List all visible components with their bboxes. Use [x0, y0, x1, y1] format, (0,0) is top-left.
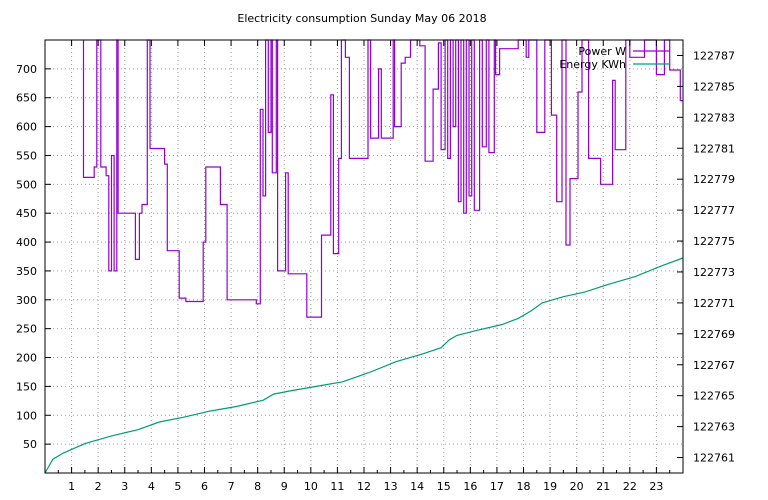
y2-tick-label: 122769 [693, 328, 735, 341]
y2-tick-label: 122787 [693, 49, 735, 62]
x-tick-label: 13 [384, 480, 398, 493]
y-tick-label: 300 [16, 294, 37, 307]
series-layer [44, 39, 684, 474]
x-tick-label: 23 [649, 480, 663, 493]
y-tick-label: 650 [16, 92, 37, 105]
legend-label-power: Power W [578, 45, 626, 58]
x-tick-label: 4 [148, 480, 155, 493]
x-tick-label: 7 [228, 480, 235, 493]
x-tick-label: 6 [201, 480, 208, 493]
x-tick-label: 22 [623, 480, 637, 493]
y2-tick-label: 122775 [693, 235, 735, 248]
y2-tick-label: 122783 [693, 111, 735, 124]
x-tick-label: 15 [437, 480, 451, 493]
x-tick-label: 2 [95, 480, 102, 493]
y2-tick-label: 122763 [693, 421, 735, 434]
x-tick-label: 8 [254, 480, 261, 493]
x-tick-label: 5 [174, 480, 181, 493]
y-tick-label: 200 [16, 352, 37, 365]
x-tick-label: 10 [304, 480, 318, 493]
y2-tick-label: 122767 [693, 359, 735, 372]
x-tick-label: 11 [330, 480, 344, 493]
y2-tick-label: 122781 [693, 142, 735, 155]
y-tick-label: 100 [16, 409, 37, 422]
chart-title: Electricity consumption Sunday May 06 20… [237, 12, 486, 25]
y-tick-label: 700 [16, 63, 37, 76]
y2-tick-label: 122765 [693, 390, 735, 403]
y-tick-label: 450 [16, 207, 37, 220]
x-tick-label: 19 [543, 480, 557, 493]
y2-tick-label: 122785 [693, 80, 735, 93]
y-tick-label: 500 [16, 178, 37, 191]
y2-tick-label: 122777 [693, 204, 735, 217]
x-tick-label: 21 [596, 480, 610, 493]
y-tick-label: 400 [16, 236, 37, 249]
y-tick-label: 150 [16, 380, 37, 393]
power-series-line [82, 39, 683, 318]
x-tick-label: 17 [490, 480, 504, 493]
energy-series-line [44, 257, 684, 474]
x-tick-label: 9 [281, 480, 288, 493]
y2-tick-label: 122761 [693, 452, 735, 465]
x-tick-label: 12 [357, 480, 371, 493]
x-tick-label: 14 [410, 480, 424, 493]
y-tick-label: 50 [23, 438, 37, 451]
y-tick-label: 250 [16, 323, 37, 336]
grid-layer [45, 40, 683, 473]
x-tick-label: 3 [121, 480, 128, 493]
axis-layer: 1 2 3 4 5 6 7 8 9 10 11 12 13 14 15 16 17 18 19 20 21 22 23501… [16, 40, 735, 493]
x-tick-label: 20 [570, 480, 584, 493]
x-tick-label: 16 [463, 480, 477, 493]
legend: Power W Energy KWh [559, 45, 670, 71]
y-tick-label: 350 [16, 265, 37, 278]
y-tick-label: 600 [16, 121, 37, 134]
y2-tick-label: 122779 [693, 173, 735, 186]
x-tick-label: 1 [68, 480, 75, 493]
legend-label-energy: Energy KWh [559, 58, 626, 71]
y2-tick-label: 122773 [693, 266, 735, 279]
y2-tick-label: 122771 [693, 297, 735, 310]
y-tick-label: 550 [16, 149, 37, 162]
x-tick-label: 18 [517, 480, 531, 493]
